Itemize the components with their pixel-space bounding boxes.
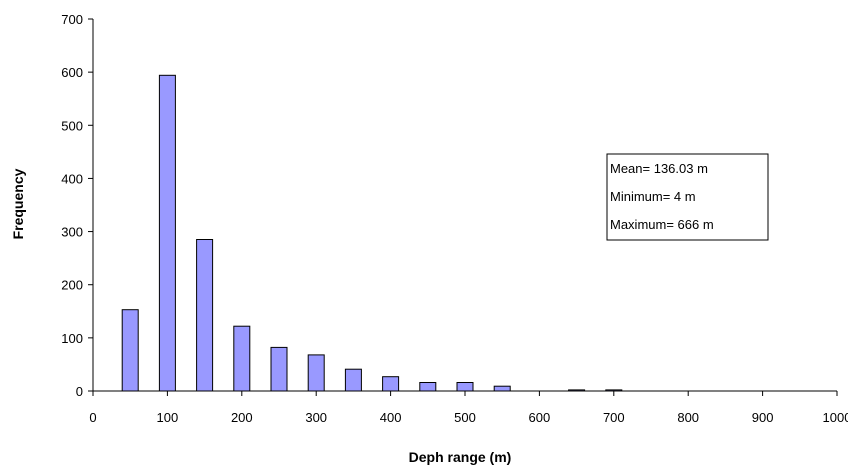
bars-layer (121, 74, 623, 392)
bar-500 (456, 382, 474, 392)
stats-box-border (606, 153, 769, 241)
bar-400 (382, 376, 400, 392)
y-tick-label: 0 (76, 384, 83, 399)
x-tick-label: 400 (380, 410, 402, 425)
ticks-layer: 0 100 200 300 400 500 600 700 800 900 1000 0 100 200 3… (61, 12, 848, 425)
stats-mean: Mean= 136.03 m (610, 161, 708, 176)
x-tick-label: 500 (454, 410, 476, 425)
y-tick-label: 600 (61, 65, 83, 80)
x-tick-label: 800 (677, 410, 699, 425)
x-tick-label: 0 (89, 410, 96, 425)
bar-250 (270, 346, 288, 392)
y-tick-label: 100 (61, 331, 83, 346)
x-tick-label: 700 (603, 410, 625, 425)
x-tick-label: 600 (529, 410, 551, 425)
stats-maximum: Maximum= 666 m (610, 217, 714, 232)
stats-minimum: Minimum= 4 m (610, 189, 696, 204)
y-tick-label: 700 (61, 12, 83, 27)
bar-350 (344, 368, 362, 392)
bar-200 (233, 325, 251, 392)
x-tick-label: 100 (157, 410, 179, 425)
bar-100 (158, 74, 176, 392)
x-tick-label: 1000 (823, 410, 848, 425)
bar-300 (307, 354, 325, 392)
bar-450 (419, 382, 437, 392)
y-tick-label: 400 (61, 171, 83, 186)
x-tick-label: 900 (752, 410, 774, 425)
bar-550 (493, 385, 511, 392)
stats-annotation-box: Mean= 136.03 m Minimum= 4 m Maximum= 666… (606, 153, 769, 241)
x-tick-label: 300 (305, 410, 327, 425)
y-tick-label: 200 (61, 278, 83, 293)
x-tick-label: 200 (231, 410, 253, 425)
bar-50 (121, 309, 139, 392)
x-axis-title: Deph range (m) (409, 449, 512, 465)
bar-150 (196, 239, 214, 392)
y-tick-label: 300 (61, 225, 83, 240)
y-tick-label: 500 (61, 118, 83, 133)
y-axis-title: Frequency (10, 168, 26, 239)
